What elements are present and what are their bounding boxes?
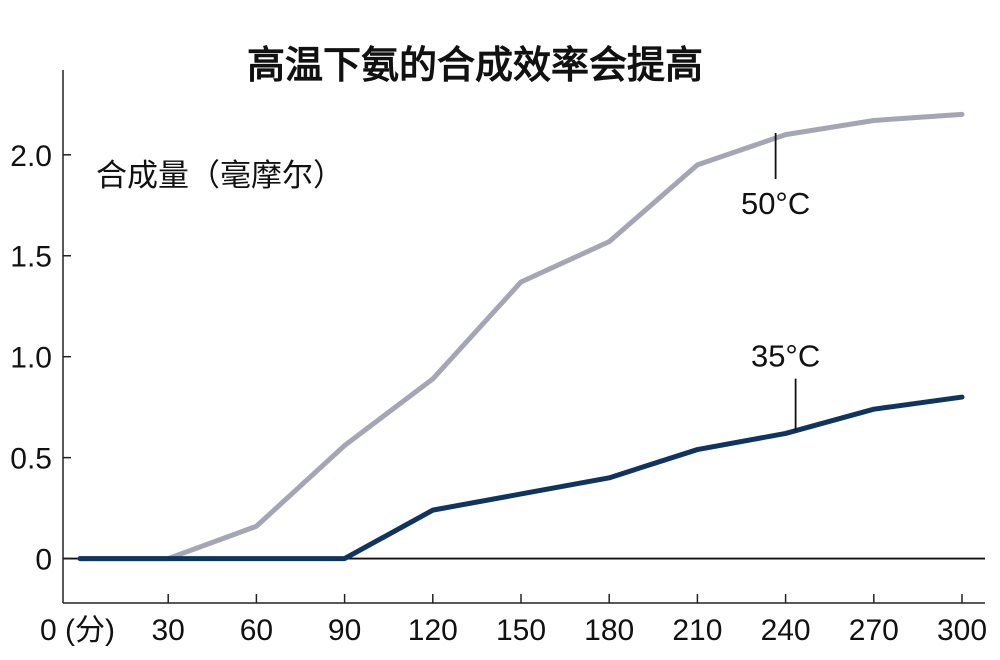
y-axis-ticks: 0 0.5 1.0 1.5 2.0	[10, 140, 71, 577]
y-tick-label: 1.5	[10, 241, 52, 274]
series-label: 50°C	[741, 186, 810, 221]
x-tick-label: 150	[496, 614, 546, 647]
series-label: 35°C	[751, 339, 820, 374]
series-layer	[77, 111, 965, 562]
y-axis-label: 合成量（毫摩尔）	[96, 158, 344, 194]
y-tick-label: 0.5	[10, 443, 52, 476]
y-tick-label: 2.0	[10, 140, 52, 173]
x-tick-label: 210	[672, 614, 722, 647]
x-tick-label: 0 (分)	[40, 614, 115, 647]
x-tick-label: 90	[328, 614, 361, 647]
x-axis-ticks: 0 (分) 30 60 90 120 150 180 210 240 270 300	[40, 594, 987, 647]
y-tick-label: 0	[35, 544, 52, 577]
y-tick-label: 1.0	[10, 342, 52, 375]
x-tick-label: 270	[849, 614, 899, 647]
x-tick-label: 240	[761, 614, 811, 647]
x-tick-label: 120	[408, 614, 458, 647]
series-labels: 50°C 35°C	[741, 133, 820, 431]
series-line-high-temp	[77, 111, 965, 562]
x-tick-label: 60	[240, 614, 273, 647]
x-tick-label: 300	[937, 614, 987, 647]
x-tick-label: 30	[152, 614, 185, 647]
x-tick-label: 180	[584, 614, 634, 647]
chart-title: 高温下氨的合成效率会提高	[247, 43, 703, 87]
series-line-low-temp	[77, 394, 965, 562]
